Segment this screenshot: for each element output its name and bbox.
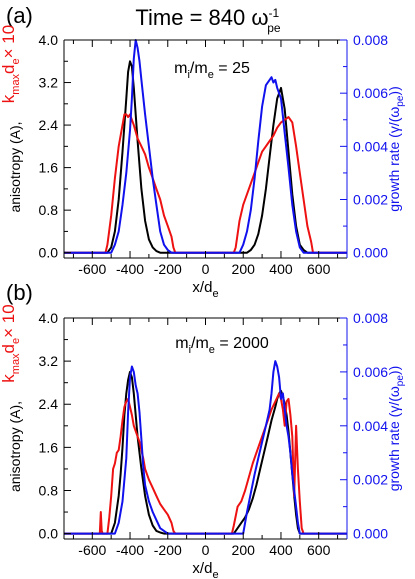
y-left-tick-label: 4.0 bbox=[39, 32, 59, 48]
figure-title: Time = 840 ω-1 pe bbox=[135, 5, 280, 35]
y-right-tick-label: 0.008 bbox=[353, 32, 388, 48]
series-line-growth bbox=[64, 360, 347, 535]
series-line-kmax bbox=[64, 113, 347, 254]
y-left-tick-label: 0.8 bbox=[39, 482, 59, 498]
y-left-tick-label: 1.6 bbox=[39, 160, 59, 176]
x-tick-label: 0 bbox=[202, 542, 210, 558]
y-left-label: anisotropy (A), bbox=[7, 401, 23, 492]
chart-panel-a: -600 -400 -200 0 200 400 600 0.0 0.8 1.6 2.4 3.2 4.0… bbox=[0, 3, 406, 300]
x-tick-label: 400 bbox=[269, 542, 293, 558]
x-tick-label: 200 bbox=[232, 261, 256, 277]
x-tick-label: 600 bbox=[307, 261, 331, 277]
y-left-tick-label: 0.0 bbox=[39, 245, 59, 261]
y-right-tick-label: 0.002 bbox=[353, 192, 388, 208]
y-right-tick-label: 0.000 bbox=[353, 526, 388, 542]
series-line-anisotropy bbox=[64, 60, 347, 254]
y-right-label: growth rate (γ/(ωpe)) bbox=[386, 86, 406, 212]
chart-panel-b: -600 -400 -200 0 200 400 600 0.0 0.8 1.6 2.4 3.2 4.0… bbox=[0, 280, 406, 579]
y-right-tick-label: 0.006 bbox=[353, 364, 388, 380]
mass-ratio-annotation: mi/me = 25 bbox=[174, 60, 250, 81]
series-line-kmax bbox=[64, 392, 347, 535]
y-left-tick-label: 0.0 bbox=[39, 526, 59, 542]
y-left-red-label: kmaxde× 10 bbox=[0, 304, 22, 382]
y-left-tick-label: 3.2 bbox=[39, 353, 59, 369]
x-tick-label: -600 bbox=[78, 542, 106, 558]
x-tick-label: 600 bbox=[307, 542, 331, 558]
y-left-tick-label: 0.8 bbox=[39, 202, 59, 218]
x-tick-label: -200 bbox=[154, 542, 182, 558]
y-right-tick-label: 0.002 bbox=[353, 472, 388, 488]
y-left-label: anisotropy (A), bbox=[7, 121, 23, 212]
y-right-tick-label: 0.008 bbox=[353, 310, 388, 326]
y-left-tick-label: 2.4 bbox=[39, 396, 59, 412]
x-tick-label: -200 bbox=[154, 261, 182, 277]
x-tick-label: 200 bbox=[232, 542, 256, 558]
y-right-label: growth rate (γ/(ωpe)) bbox=[386, 366, 406, 492]
x-tick-label: 400 bbox=[269, 261, 293, 277]
series-line-growth bbox=[64, 39, 347, 254]
y-right-tick-label: 0.006 bbox=[353, 85, 388, 101]
y-left-tick-label: 4.0 bbox=[39, 310, 59, 326]
x-tick-label: -400 bbox=[116, 261, 144, 277]
panel-label: (a) bbox=[6, 3, 33, 28]
panel-label: (b) bbox=[6, 280, 33, 305]
y-right-tick-label: 0.004 bbox=[353, 138, 388, 154]
mass-ratio-annotation: mi/me = 2000 bbox=[175, 335, 269, 356]
y-left-tick-label: 2.4 bbox=[39, 117, 59, 133]
y-left-tick-label: 3.2 bbox=[39, 75, 59, 91]
y-right-tick-label: 0.000 bbox=[353, 245, 388, 261]
x-tick-label: -600 bbox=[78, 261, 106, 277]
y-left-red-label: kmaxde× 10 bbox=[0, 25, 22, 103]
x-tick-label: 0 bbox=[202, 261, 210, 277]
x-axis-label: x/de bbox=[192, 560, 218, 579]
x-axis-label: x/de bbox=[192, 279, 218, 300]
y-right-tick-label: 0.004 bbox=[353, 418, 388, 434]
x-tick-label: -400 bbox=[116, 542, 144, 558]
y-left-tick-label: 1.6 bbox=[39, 439, 59, 455]
series-line-anisotropy bbox=[64, 370, 347, 535]
